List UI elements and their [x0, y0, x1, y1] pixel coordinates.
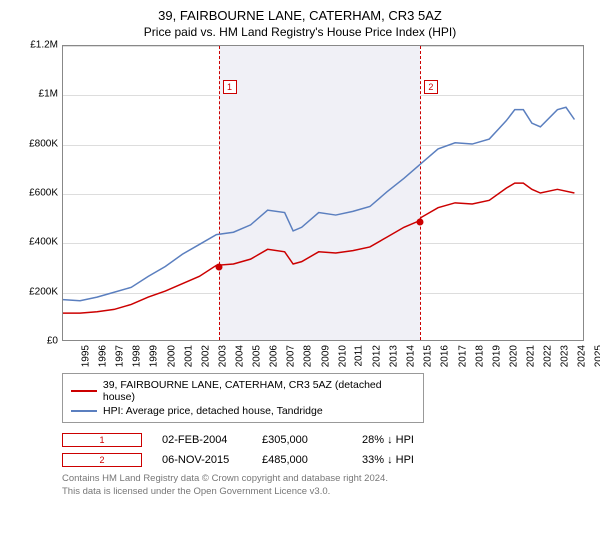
x-axis-label: 1999: [149, 345, 160, 367]
plot-area: 12: [62, 45, 584, 341]
x-axis-label: 2005: [251, 345, 262, 367]
legend-row: 39, FAIRBOURNE LANE, CATERHAM, CR3 5AZ (…: [71, 378, 415, 404]
sale-marker: 1: [62, 433, 142, 447]
sale-date: 02-FEB-2004: [162, 434, 242, 446]
sale-row: 2 06-NOV-2015 £485,000 33% ↓ HPI: [62, 453, 584, 467]
x-axis-label: 2019: [491, 345, 502, 367]
x-axis-label: 2010: [337, 345, 348, 367]
sale-price: £485,000: [262, 454, 342, 466]
sale-row: 1 02-FEB-2004 £305,000 28% ↓ HPI: [62, 433, 584, 447]
sale-delta: 28% ↓ HPI: [362, 434, 442, 446]
x-axis-label: 2025: [594, 345, 600, 367]
y-axis-label: £1.2M: [16, 40, 58, 51]
x-axis-label: 2009: [320, 345, 331, 367]
x-axis-label: 2022: [542, 345, 553, 367]
y-axis-label: £200K: [16, 286, 58, 297]
x-axis-label: 2002: [200, 345, 211, 367]
chart-subtitle: Price paid vs. HM Land Registry's House …: [16, 25, 584, 39]
series-hpi: [63, 107, 574, 300]
x-axis-label: 2023: [559, 345, 570, 367]
x-axis-label: 2015: [423, 345, 434, 367]
x-axis-label: 2004: [234, 345, 245, 367]
sale-price: £305,000: [262, 434, 342, 446]
x-axis-label: 2024: [577, 345, 588, 367]
sale-delta: 33% ↓ HPI: [362, 454, 442, 466]
chart-zone: 12 £0£200K£400K£600K£800K£1M£1.2M1995199…: [16, 45, 584, 365]
attribution-line: This data is licensed under the Open Gov…: [62, 486, 584, 499]
x-axis-label: 1998: [132, 345, 143, 367]
y-axis-label: £0: [16, 336, 58, 347]
legend-swatch: [71, 410, 97, 412]
y-axis-label: £1M: [16, 89, 58, 100]
sale-events: 1 02-FEB-2004 £305,000 28% ↓ HPI 2 06-NO…: [62, 433, 584, 467]
y-axis-label: £800K: [16, 138, 58, 149]
sale-marker: 2: [62, 453, 142, 467]
x-axis-label: 2007: [286, 345, 297, 367]
chart-title: 39, FAIRBOURNE LANE, CATERHAM, CR3 5AZ: [16, 8, 584, 23]
x-axis-label: 2012: [371, 345, 382, 367]
sale-date: 06-NOV-2015: [162, 454, 242, 466]
x-axis-label: 2014: [405, 345, 416, 367]
x-axis-label: 2006: [269, 345, 280, 367]
x-axis-label: 2003: [217, 345, 228, 367]
chart-container: 39, FAIRBOURNE LANE, CATERHAM, CR3 5AZ P…: [0, 0, 600, 503]
line-series: [63, 46, 583, 340]
x-axis-label: 2020: [508, 345, 519, 367]
x-axis-label: 2016: [440, 345, 451, 367]
x-axis-label: 2000: [166, 345, 177, 367]
x-axis-label: 2011: [353, 345, 364, 367]
x-axis-label: 2018: [474, 345, 485, 367]
attribution: Contains HM Land Registry data © Crown c…: [62, 473, 584, 499]
x-axis-label: 2017: [457, 345, 468, 367]
legend-label: HPI: Average price, detached house, Tand…: [103, 405, 323, 417]
x-axis-label: 1997: [114, 345, 125, 367]
x-axis-label: 2001: [183, 345, 194, 367]
x-axis-label: 2013: [388, 345, 399, 367]
attribution-line: Contains HM Land Registry data © Crown c…: [62, 473, 584, 486]
x-axis-label: 2008: [303, 345, 314, 367]
y-axis-label: £400K: [16, 237, 58, 248]
x-axis-label: 1996: [97, 345, 108, 367]
legend-row: HPI: Average price, detached house, Tand…: [71, 404, 415, 418]
y-axis-label: £600K: [16, 188, 58, 199]
x-axis-label: 1995: [80, 345, 91, 367]
series-address: [63, 183, 574, 313]
legend-swatch: [71, 390, 97, 392]
legend: 39, FAIRBOURNE LANE, CATERHAM, CR3 5AZ (…: [62, 373, 424, 423]
x-axis-label: 2021: [525, 345, 536, 367]
legend-label: 39, FAIRBOURNE LANE, CATERHAM, CR3 5AZ (…: [103, 379, 415, 403]
